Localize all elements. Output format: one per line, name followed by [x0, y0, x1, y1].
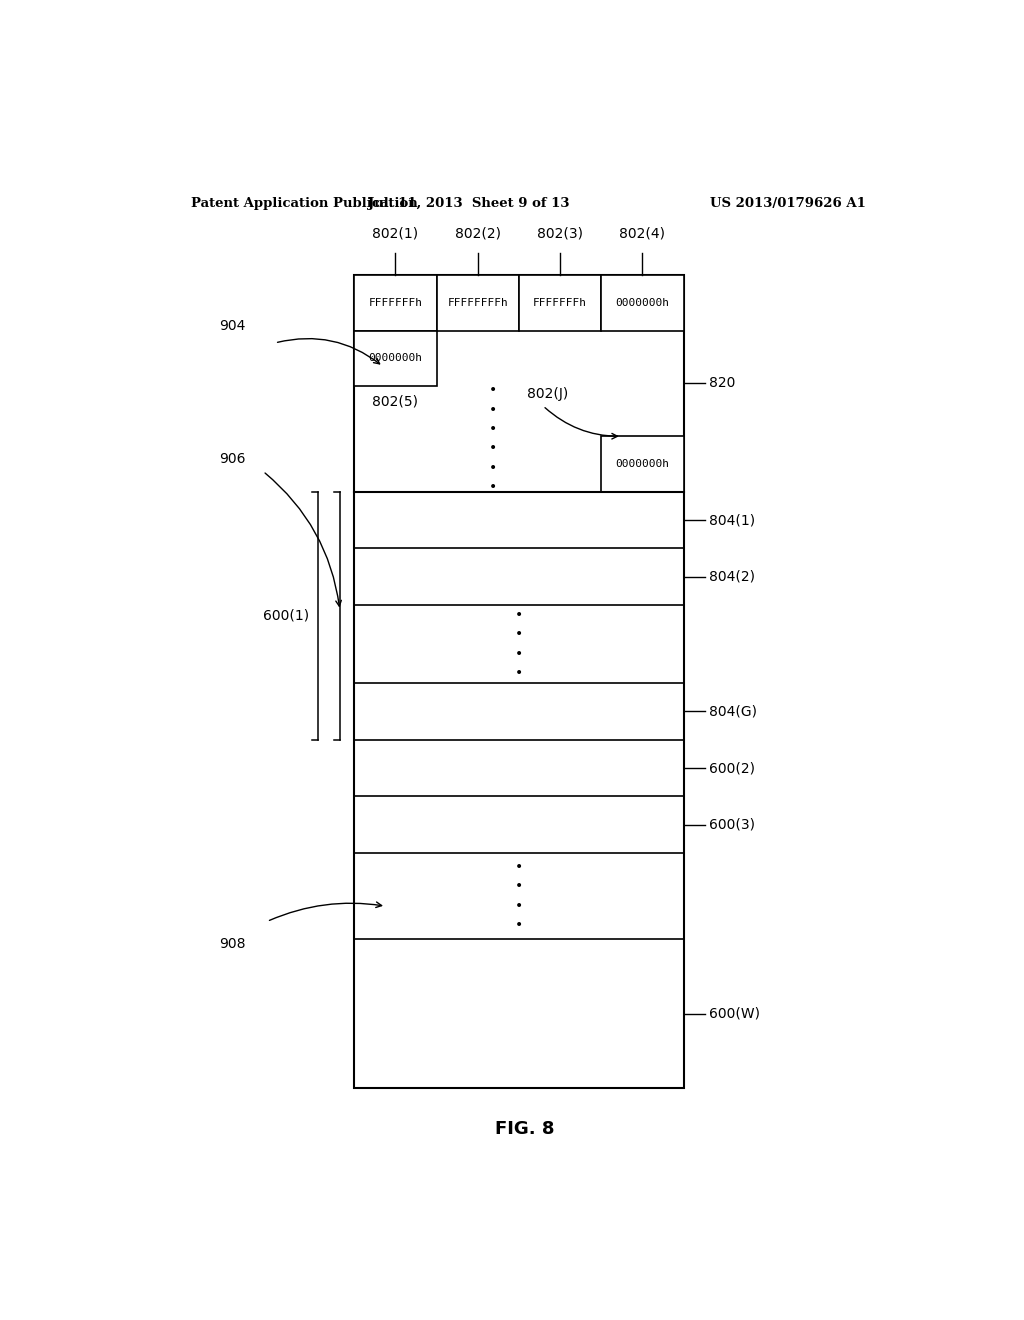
Bar: [354, 276, 436, 330]
Text: US 2013/0179626 A1: US 2013/0179626 A1: [711, 197, 866, 210]
Text: FFFFFFFh: FFFFFFFh: [534, 298, 587, 308]
Text: 802(2): 802(2): [455, 227, 501, 240]
Text: 0000000h: 0000000h: [615, 298, 670, 308]
Text: •: •: [488, 422, 497, 436]
Text: •: •: [515, 879, 523, 894]
Text: •: •: [488, 461, 497, 475]
Bar: [601, 276, 684, 330]
Text: •: •: [515, 899, 523, 912]
Text: 820: 820: [709, 376, 735, 391]
Text: 802(4): 802(4): [620, 227, 666, 240]
Text: FFFFFFFh: FFFFFFFh: [369, 298, 422, 308]
Text: 804(2): 804(2): [709, 570, 755, 583]
Bar: [601, 437, 684, 491]
Text: 600(W): 600(W): [709, 1007, 760, 1020]
Text: Jul. 11, 2013  Sheet 9 of 13: Jul. 11, 2013 Sheet 9 of 13: [369, 197, 570, 210]
Text: 802(3): 802(3): [537, 227, 583, 240]
Text: •: •: [488, 383, 497, 397]
Text: •: •: [515, 609, 523, 622]
Text: •: •: [515, 919, 523, 932]
Text: 904: 904: [219, 319, 246, 333]
Text: 802(5): 802(5): [373, 393, 419, 408]
Text: 600(2): 600(2): [709, 762, 755, 775]
Text: 600(1): 600(1): [263, 609, 309, 623]
Bar: [354, 276, 684, 1089]
Text: FFFFFFFFh: FFFFFFFFh: [447, 298, 508, 308]
Text: 804(1): 804(1): [709, 513, 755, 527]
Text: •: •: [488, 480, 497, 494]
Text: 802(1): 802(1): [373, 227, 419, 240]
Text: FIG. 8: FIG. 8: [495, 1121, 555, 1138]
Bar: [354, 330, 436, 385]
Text: 0000000h: 0000000h: [369, 354, 422, 363]
Text: •: •: [488, 441, 497, 455]
Text: •: •: [515, 861, 523, 874]
Bar: [519, 276, 601, 330]
Text: •: •: [515, 647, 523, 661]
Text: 804(G): 804(G): [709, 704, 757, 718]
Text: •: •: [488, 403, 497, 417]
Text: 908: 908: [219, 937, 246, 950]
Bar: [436, 276, 519, 330]
Text: 906: 906: [219, 453, 246, 466]
Text: •: •: [515, 627, 523, 642]
Text: 0000000h: 0000000h: [615, 459, 670, 469]
Text: •: •: [515, 667, 523, 680]
Text: 600(3): 600(3): [709, 818, 755, 832]
Text: 802(J): 802(J): [527, 387, 568, 401]
Text: Patent Application Publication: Patent Application Publication: [191, 197, 418, 210]
